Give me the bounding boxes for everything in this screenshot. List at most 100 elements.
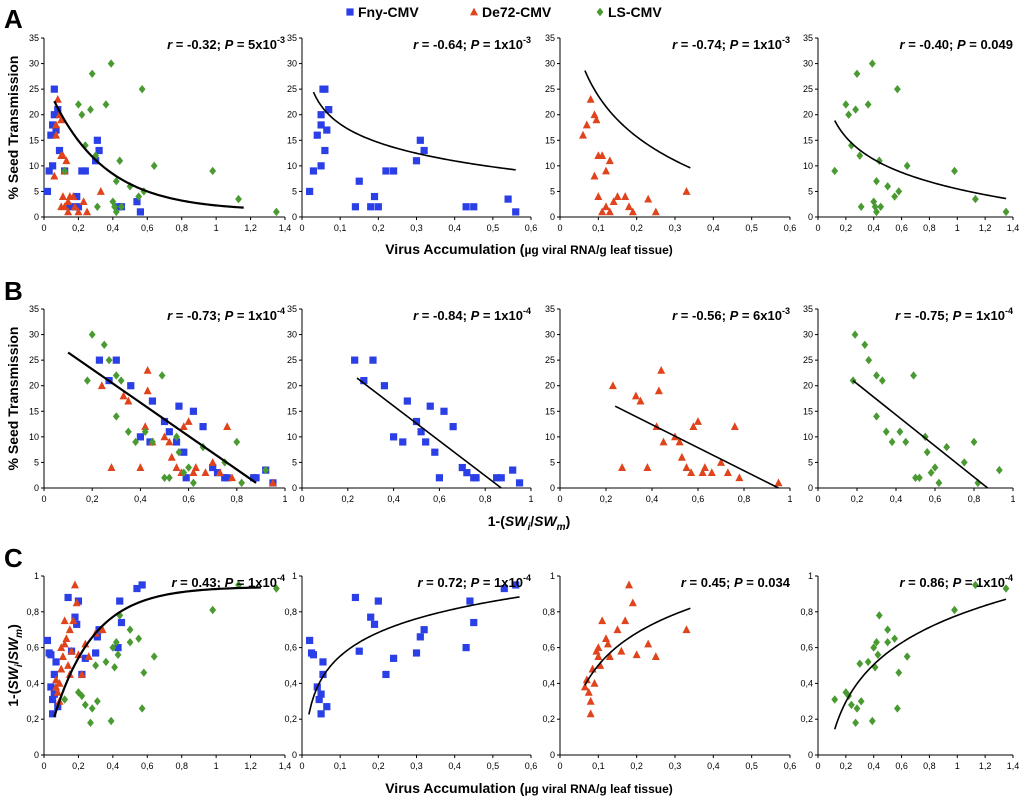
x-tick-label: 0,8 bbox=[923, 223, 936, 233]
data-point bbox=[594, 652, 603, 660]
data-point bbox=[659, 437, 668, 446]
data-point bbox=[116, 156, 124, 165]
data-point bbox=[631, 391, 640, 400]
x-tick-label: 1,2 bbox=[979, 223, 992, 233]
data-point bbox=[93, 202, 101, 211]
data-point bbox=[65, 625, 74, 634]
data-point bbox=[92, 661, 100, 670]
data-point bbox=[884, 182, 892, 191]
data-point bbox=[390, 433, 398, 441]
trend-line bbox=[67, 351, 257, 484]
data-point bbox=[50, 670, 58, 679]
data-point bbox=[774, 478, 783, 487]
data-point bbox=[309, 651, 318, 659]
y-tick-label: 20 bbox=[29, 381, 39, 391]
x-tick-label: 0 bbox=[557, 223, 562, 233]
data-point bbox=[617, 646, 626, 655]
data-point bbox=[943, 442, 951, 452]
stat-r: r bbox=[672, 308, 678, 323]
x-tick-label: 0,4 bbox=[890, 494, 903, 504]
data-point bbox=[873, 412, 880, 421]
data-point bbox=[682, 187, 691, 195]
legend-label-3: LS-CMV bbox=[608, 4, 662, 20]
y-tick-label: 20 bbox=[287, 110, 297, 120]
ylabel-close: ) bbox=[5, 624, 21, 629]
y-tick-label: 25 bbox=[803, 355, 813, 365]
data-point bbox=[390, 654, 398, 662]
data-point bbox=[462, 644, 470, 652]
data-point bbox=[306, 636, 314, 645]
y-tick-label: 10 bbox=[545, 432, 555, 442]
data-point bbox=[98, 625, 107, 634]
data-point bbox=[707, 468, 716, 477]
data-point bbox=[590, 679, 599, 687]
y-tick-label: 1 bbox=[292, 571, 297, 581]
y-tick-label: 0 bbox=[550, 750, 555, 760]
trend-line bbox=[833, 598, 1007, 730]
y-tick-label: 20 bbox=[29, 110, 39, 120]
x-tick-label: 0 bbox=[815, 223, 820, 233]
stat-p: P bbox=[734, 575, 743, 590]
trend-line bbox=[584, 70, 691, 169]
data-point bbox=[165, 437, 174, 446]
x-tick-label: 0,8 bbox=[923, 761, 936, 771]
data-point bbox=[57, 115, 66, 124]
x-tick-label: 0,8 bbox=[479, 494, 492, 504]
stat-p: P bbox=[471, 575, 480, 590]
stat-p-value: = 1x10 bbox=[233, 308, 277, 323]
data-point bbox=[61, 166, 69, 176]
data-point bbox=[717, 458, 725, 466]
y-tick-label: 30 bbox=[287, 59, 297, 69]
y-tick-label: 15 bbox=[803, 135, 813, 145]
y-tick-label: 15 bbox=[287, 406, 297, 416]
data-point bbox=[64, 593, 72, 602]
y-tick-label: 5 bbox=[808, 186, 813, 196]
data-point bbox=[608, 381, 617, 390]
stat-annotation: r = 0.86; P = 1x10-4 bbox=[899, 573, 1013, 590]
data-point bbox=[149, 437, 156, 447]
stat-annotation: r = -0.73; P = 1x10-4 bbox=[167, 306, 285, 323]
data-point bbox=[462, 203, 470, 211]
x-tick-label: 0,6 bbox=[141, 761, 154, 771]
y-tick-label: 0,8 bbox=[284, 607, 297, 617]
stat-r-value: = -0.32; bbox=[172, 37, 224, 52]
data-point bbox=[182, 474, 190, 482]
data-point bbox=[199, 423, 207, 431]
data-point bbox=[873, 207, 880, 217]
data-point bbox=[175, 448, 183, 457]
data-point bbox=[223, 422, 232, 431]
data-point bbox=[93, 633, 101, 641]
data-point bbox=[109, 643, 117, 652]
x-tick-label: 0,5 bbox=[487, 223, 500, 233]
stat-annotation: r = -0.84; P = 1x10-4 bbox=[413, 306, 531, 323]
data-point bbox=[201, 468, 210, 477]
y-tick-label: 30 bbox=[803, 330, 813, 340]
data-point bbox=[135, 634, 143, 643]
data-point bbox=[625, 580, 633, 589]
stat-p-value: = 0.034 bbox=[743, 575, 791, 590]
y-tick-label: 20 bbox=[545, 110, 555, 120]
x-tick-label: 0,6 bbox=[525, 761, 538, 771]
data-point bbox=[189, 407, 198, 415]
data-point bbox=[321, 146, 329, 155]
data-point bbox=[1002, 207, 1010, 217]
data-point bbox=[580, 682, 589, 691]
data-point bbox=[632, 650, 641, 659]
data-point bbox=[417, 428, 425, 436]
x-tick-label: 0,8 bbox=[175, 761, 188, 771]
data-point bbox=[864, 657, 872, 667]
y-tick-label: 25 bbox=[803, 84, 813, 94]
stat-p: P bbox=[730, 37, 739, 52]
data-point bbox=[842, 100, 850, 109]
data-point bbox=[50, 690, 58, 698]
data-point bbox=[57, 664, 66, 673]
data-point bbox=[133, 584, 141, 593]
data-point bbox=[133, 198, 141, 206]
x-tick-label: 0,6 bbox=[895, 223, 908, 233]
x-axis-label-row-1: Virus Accumulation (µg viral RNA/g leaf … bbox=[385, 241, 673, 257]
data-point bbox=[382, 670, 390, 679]
data-point bbox=[107, 59, 115, 68]
xlabel-sw2: SW bbox=[534, 513, 558, 529]
data-point bbox=[49, 695, 57, 704]
x-tick-label: 0,4 bbox=[448, 761, 461, 771]
